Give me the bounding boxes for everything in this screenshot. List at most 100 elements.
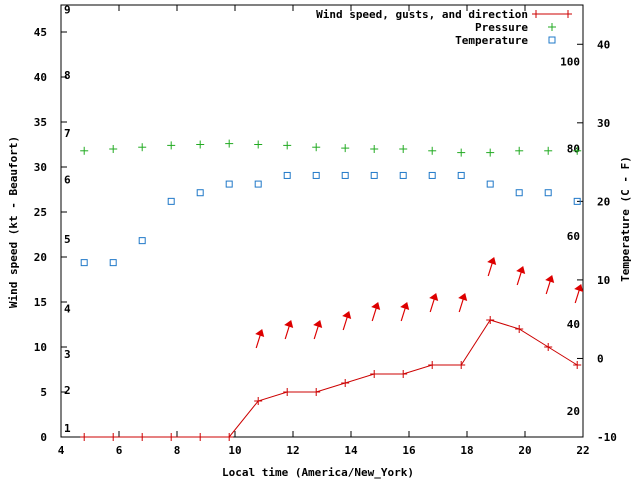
wind-direction-arrow	[458, 293, 468, 313]
beaufort-label: 7	[64, 127, 71, 140]
temperature-point	[457, 171, 465, 179]
beaufort-label: 9	[64, 4, 71, 17]
legend-label: Wind speed, gusts, and direction	[316, 8, 528, 21]
wind-direction-arrow	[545, 275, 555, 295]
wind-direction-arrow	[516, 266, 526, 286]
y-axis-right-label: Temperature (C - F)	[619, 156, 632, 282]
x-tick-label: 4	[58, 444, 65, 457]
pressure-point	[515, 146, 524, 155]
pressure-point	[428, 146, 437, 155]
wind-speed-point	[515, 325, 524, 333]
legend-swatch	[548, 23, 556, 31]
temperature-point	[515, 189, 523, 197]
pressure-point	[167, 141, 176, 150]
temperature-point	[399, 171, 407, 179]
wind-speed-point	[399, 370, 408, 378]
temperature-point	[167, 197, 175, 205]
legend-swatch-marker	[532, 10, 540, 18]
wind-speed-point	[457, 361, 466, 369]
legend-label: Temperature	[455, 34, 528, 47]
pressure-point	[283, 141, 292, 150]
axes-frame	[60, 4, 584, 438]
y-left-tick-label: 30	[34, 161, 47, 174]
beaufort-label: 2	[64, 384, 71, 397]
y-right-tick-label: 30	[597, 117, 610, 130]
y-axis-left-label: Wind speed (kt - Beaufort)	[7, 136, 20, 308]
pressure-point	[341, 144, 350, 153]
y-left-tick-label: 40	[34, 71, 47, 84]
pressure-point	[544, 146, 553, 155]
beaufort-label: 1	[64, 422, 71, 435]
beaufort-label: 5	[64, 233, 71, 246]
temperature-point	[312, 171, 320, 179]
wind-direction-arrow	[371, 302, 381, 322]
wind-speed-point	[428, 361, 437, 369]
arrow-head	[284, 320, 294, 328]
plot-frame	[60, 4, 584, 438]
legend-swatch	[548, 36, 556, 44]
pressure-point	[370, 145, 379, 153]
x-tick-label: 10	[228, 444, 241, 457]
wind-direction-arrow	[574, 284, 584, 304]
wind-direction-arrow	[487, 257, 497, 277]
wind-speed-line	[84, 319, 578, 438]
x-tick-label: 20	[518, 444, 531, 457]
pressure-point	[254, 140, 263, 149]
arrow-head	[255, 329, 265, 337]
pressure-point	[457, 148, 466, 157]
wind-direction-arrow	[342, 311, 352, 331]
wind-direction-arrow	[313, 320, 323, 340]
beaufort-label: 8	[64, 69, 71, 82]
fahrenheit-label: 60	[567, 230, 580, 243]
pressure-point	[109, 145, 118, 153]
beaufort-label: 6	[64, 174, 71, 187]
wind-speed-point	[370, 370, 379, 378]
wind-speed-point	[138, 433, 147, 441]
fahrenheit-label: 20	[567, 405, 580, 418]
y-right-tick-label: 10	[597, 274, 610, 287]
wind-speed-point	[196, 433, 205, 441]
x-axis-label: Local time (America/New_York)	[222, 466, 414, 479]
wind-direction-arrow	[429, 293, 439, 313]
arrow-head	[574, 284, 584, 292]
arrow-head	[429, 293, 439, 301]
y-left-tick-label: 20	[34, 251, 47, 264]
wind-speed-point	[341, 379, 350, 387]
temperature-point	[544, 189, 552, 197]
temperature-point	[80, 259, 88, 267]
x-tick-label: 18	[460, 444, 473, 457]
beaufort-label: 3	[64, 348, 71, 361]
y-right-tick-label: 0	[597, 352, 604, 365]
x-tick-label: 12	[286, 444, 299, 457]
temperature-point	[573, 197, 581, 205]
temperature-point	[283, 171, 291, 179]
beaufort-label: 4	[64, 302, 71, 315]
y-right-tick-label: 40	[597, 38, 610, 51]
wind-speed-point	[312, 388, 321, 396]
y-right-tick-label: -10	[597, 431, 617, 444]
y-left-tick-label: 25	[34, 206, 47, 219]
pressure-point	[196, 140, 205, 149]
arrow-head	[342, 311, 352, 319]
wind-speed-point	[80, 433, 89, 441]
wind-speed-point	[109, 433, 118, 441]
arrow-head	[516, 266, 526, 274]
fahrenheit-label: 40	[567, 318, 580, 331]
fahrenheit-label: 80	[567, 143, 580, 156]
wind-speed-point	[544, 343, 553, 351]
legend: Wind speed, gusts, and directionPressure…	[316, 8, 572, 47]
wind-direction-arrow	[400, 302, 410, 322]
x-tick-label: 22	[576, 444, 589, 457]
wind-speed-point	[254, 397, 263, 405]
pressure-point	[312, 143, 321, 152]
y-left-tick-label: 15	[34, 296, 47, 309]
temperature-point	[370, 171, 378, 179]
pressure-point	[486, 148, 495, 157]
arrow-head	[400, 302, 410, 310]
tick-labels: 4 6 8 10 12 14 16 18 20 2205101520253035404512345…	[34, 4, 617, 458]
pressure-point	[399, 145, 408, 153]
pressure-point	[225, 139, 234, 148]
temperature-point	[341, 171, 349, 179]
temperature-point	[196, 189, 204, 197]
wind-speed-point	[573, 361, 582, 369]
